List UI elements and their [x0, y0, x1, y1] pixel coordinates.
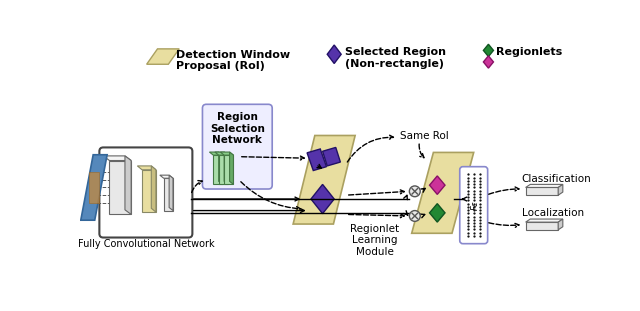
Polygon shape — [215, 152, 228, 155]
FancyBboxPatch shape — [460, 167, 488, 244]
Polygon shape — [525, 184, 563, 188]
Polygon shape — [142, 170, 156, 212]
Polygon shape — [323, 147, 340, 166]
Polygon shape — [103, 156, 131, 160]
Polygon shape — [138, 166, 156, 170]
Polygon shape — [327, 45, 341, 63]
Polygon shape — [224, 155, 234, 184]
Polygon shape — [224, 152, 228, 184]
Polygon shape — [160, 175, 173, 178]
Polygon shape — [213, 155, 223, 184]
Polygon shape — [293, 136, 355, 224]
Text: Region
Selection
Network: Region Selection Network — [210, 112, 265, 145]
Text: Detection Window
Proposal (RoI): Detection Window Proposal (RoI) — [176, 50, 290, 71]
Text: Regionlet
Learning
Module: Regionlet Learning Module — [350, 224, 399, 257]
Polygon shape — [307, 149, 326, 170]
Circle shape — [410, 211, 420, 221]
Polygon shape — [525, 188, 558, 195]
Polygon shape — [220, 152, 234, 155]
FancyBboxPatch shape — [202, 104, 272, 189]
Text: Selected Region
(Non-rectangle): Selected Region (Non-rectangle) — [345, 47, 446, 69]
Polygon shape — [125, 156, 131, 214]
Polygon shape — [558, 184, 563, 195]
Polygon shape — [81, 155, 107, 220]
Polygon shape — [147, 49, 179, 64]
Text: Regionlets: Regionlets — [496, 47, 563, 57]
Polygon shape — [169, 175, 173, 211]
Polygon shape — [109, 160, 131, 214]
Polygon shape — [483, 56, 493, 68]
Polygon shape — [219, 152, 223, 184]
Text: Classification: Classification — [522, 174, 591, 183]
Polygon shape — [483, 44, 493, 57]
Polygon shape — [311, 184, 334, 214]
FancyBboxPatch shape — [99, 147, 193, 238]
Polygon shape — [164, 178, 173, 211]
Polygon shape — [230, 152, 234, 184]
Polygon shape — [558, 219, 563, 230]
Text: Fc: Fc — [471, 200, 480, 210]
Polygon shape — [90, 172, 99, 203]
Polygon shape — [209, 152, 223, 155]
Circle shape — [410, 186, 420, 197]
Polygon shape — [151, 166, 156, 212]
Polygon shape — [429, 176, 445, 194]
Text: Localization: Localization — [522, 208, 584, 218]
Text: Fully Convolutional Network: Fully Convolutional Network — [77, 239, 214, 249]
Polygon shape — [429, 204, 445, 222]
Polygon shape — [525, 219, 563, 222]
Polygon shape — [219, 155, 228, 184]
Polygon shape — [412, 152, 474, 233]
Polygon shape — [525, 222, 558, 230]
Text: Same RoI: Same RoI — [400, 131, 449, 141]
